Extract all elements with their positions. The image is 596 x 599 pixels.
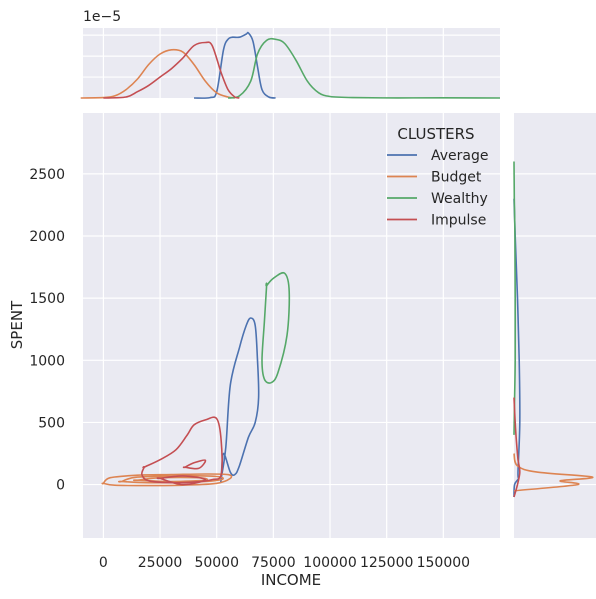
x-density-curve-impulse [103,41,240,99]
x-density-curve-budget [80,48,235,99]
y-tick-label: 2500 [29,167,65,183]
legend-label-budget: Budget [431,170,482,186]
y-tick-label: 0 [56,478,65,494]
y-tick-label: 1000 [29,353,65,369]
right-marginal-panel [513,113,596,538]
legend-label-wealthy: Wealthy [431,191,488,207]
kde-contour-average [220,317,260,483]
y-axis-label: SPENT [8,300,26,349]
main-plot-background [83,113,500,538]
top-plot-background [83,28,500,98]
y-tick-label: 2000 [29,229,65,245]
x-density-curve-average [193,31,276,99]
x-axis-label: INCOME [261,571,321,589]
x-tick-label: 100000 [303,555,356,571]
legend-title: CLUSTERS [397,125,474,143]
kde-contour-wealthy [261,271,291,384]
kde-contour-impulse [156,475,207,486]
legend: CLUSTERS Average Budget Wealthy Impulse [387,125,489,229]
x-tick-label: 25000 [138,555,183,571]
kde-contour-impulse [140,416,223,484]
kde-contour-budget [101,473,233,487]
x-tick-label: 0 [99,555,108,571]
x-tick-label: 50000 [194,555,239,571]
kde-contour-impulse [182,459,207,470]
legend-label-average: Average [431,148,489,164]
x-density-curve-wealthy [227,37,501,99]
x-tick-label: 150000 [417,555,470,571]
y-density-curve-budget [513,453,594,492]
x-tick-label: 75000 [251,555,296,571]
top-marginal-panel [80,28,501,99]
x-tick-label: 125000 [360,555,413,571]
y-tick-label: 500 [38,415,65,431]
y-tick-label: 1500 [29,291,65,307]
legend-label-impulse: Impulse [431,213,486,229]
main-panel: 0 25000 50000 75000 100000 125000 150000 0 500 10… [29,113,500,571]
top-offset-label: 1e−5 [83,9,121,25]
y-density-curve-impulse [513,397,521,498]
right-plot-background [514,113,596,538]
